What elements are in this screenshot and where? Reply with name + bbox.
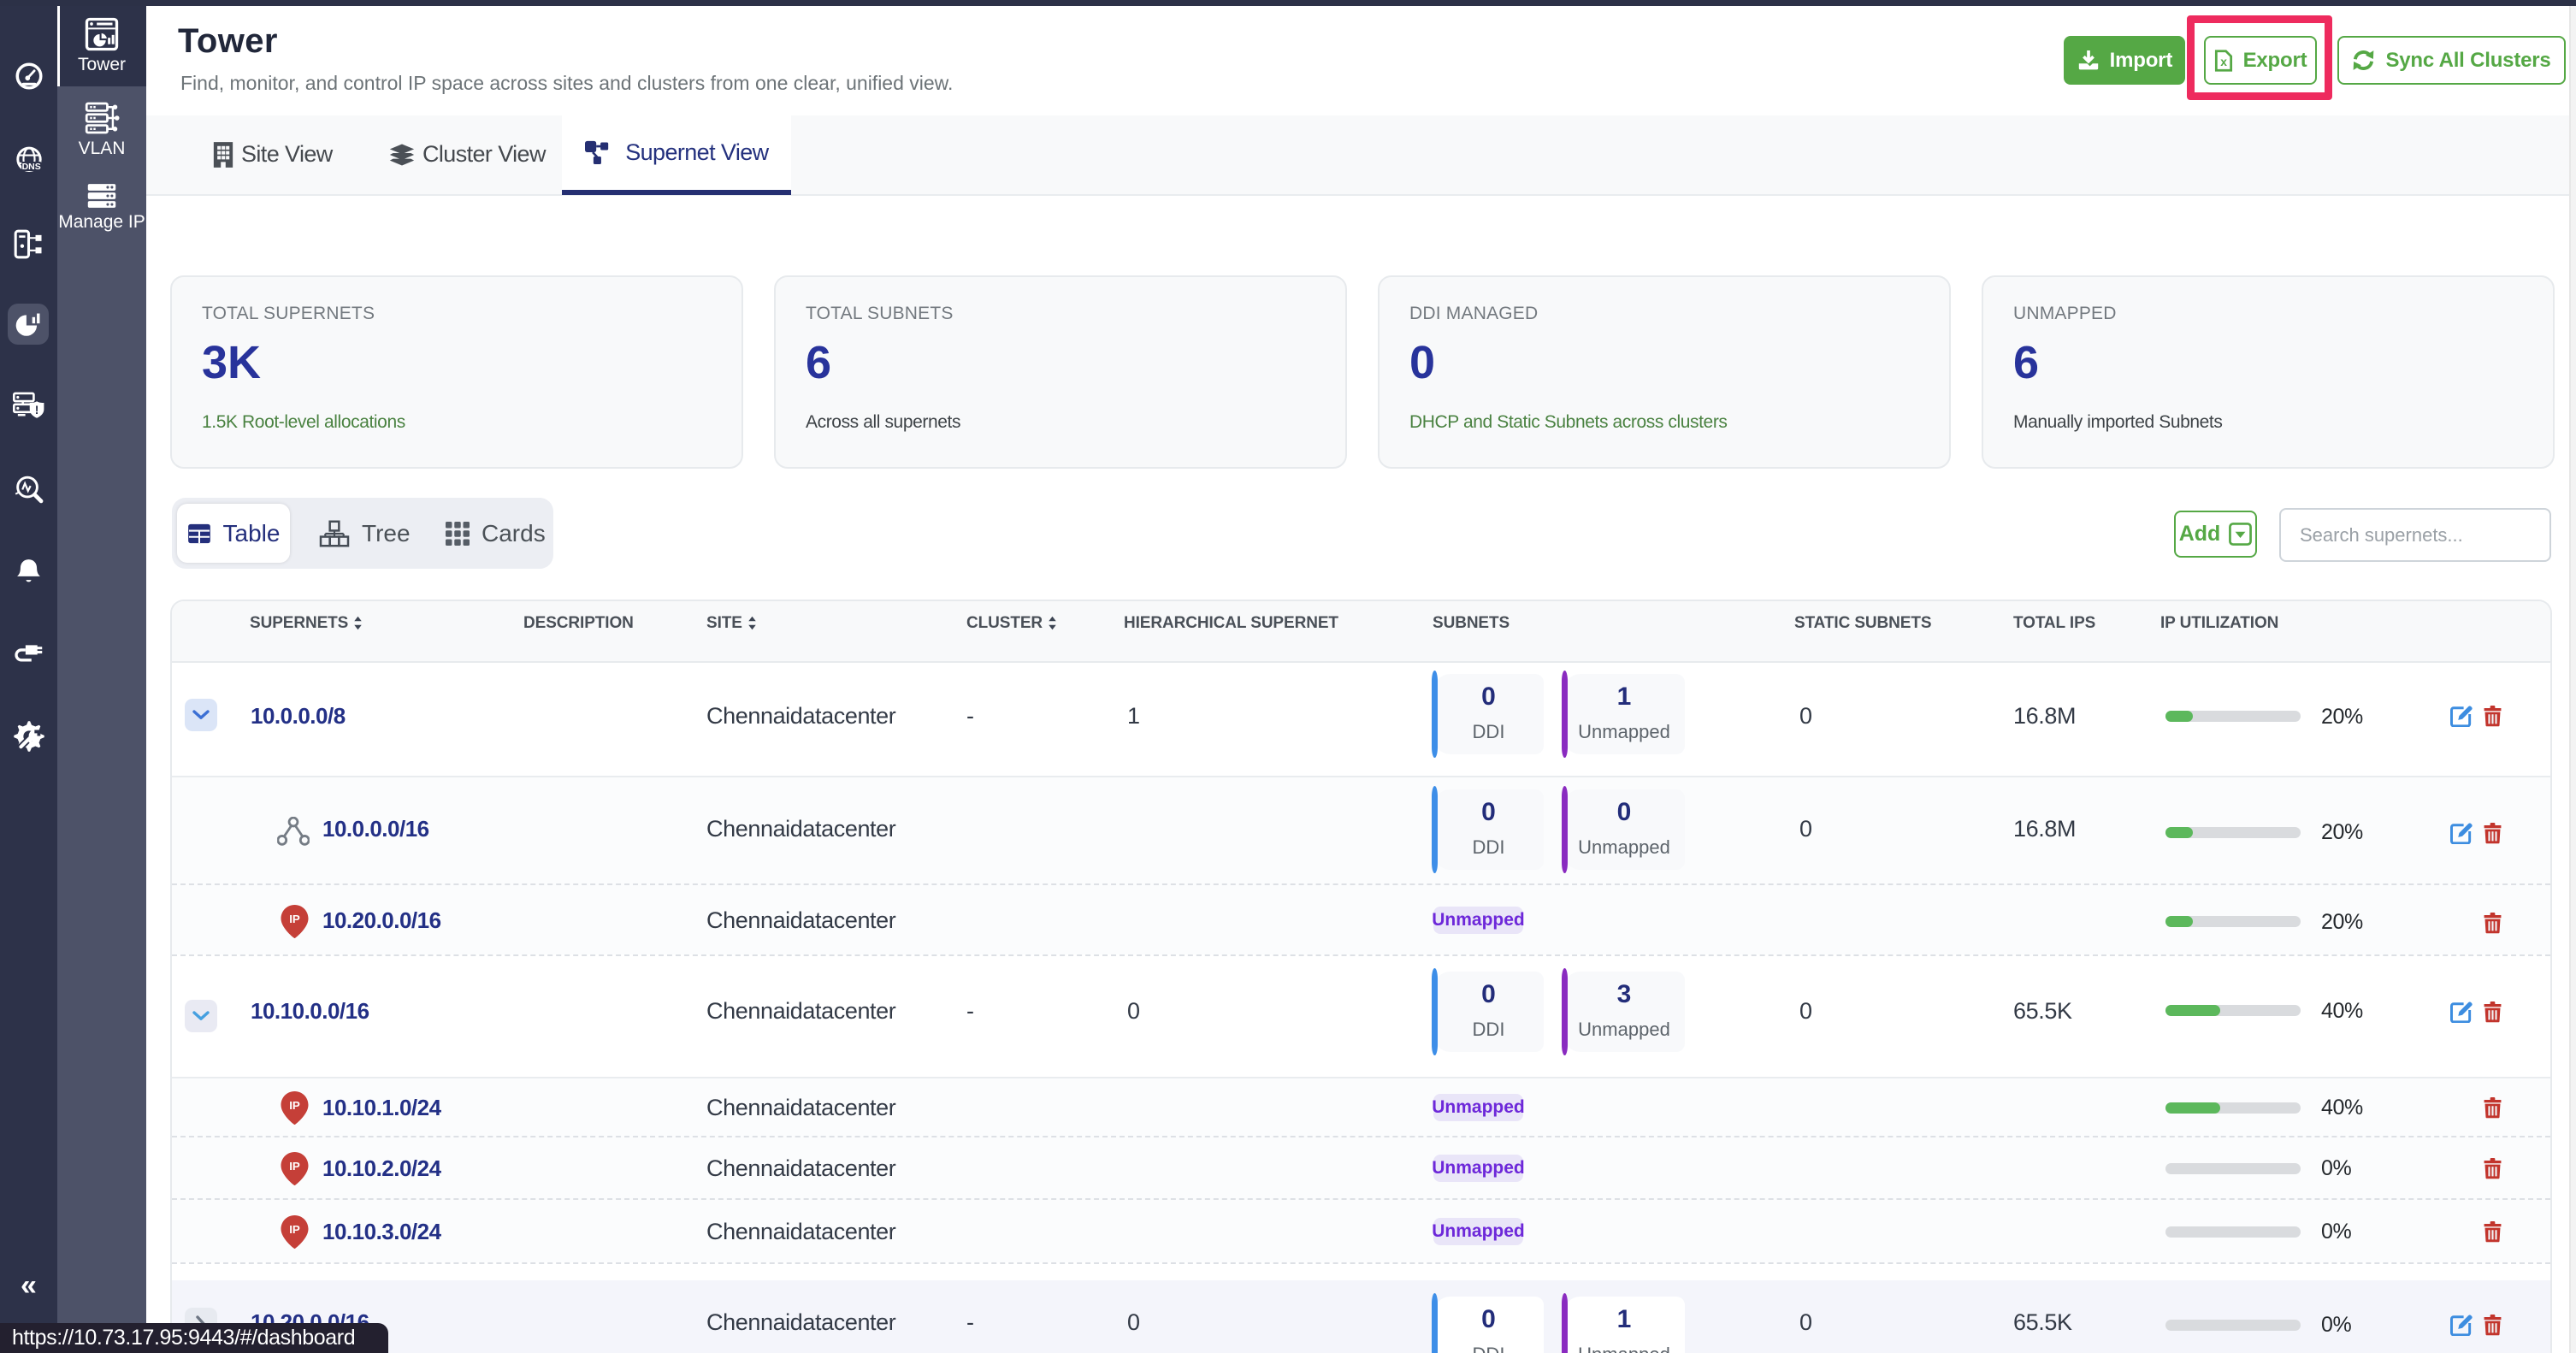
svg-text:DNS: DNS — [21, 162, 40, 172]
svg-text:!: ! — [34, 403, 38, 417]
svg-text:x: x — [2220, 55, 2227, 68]
